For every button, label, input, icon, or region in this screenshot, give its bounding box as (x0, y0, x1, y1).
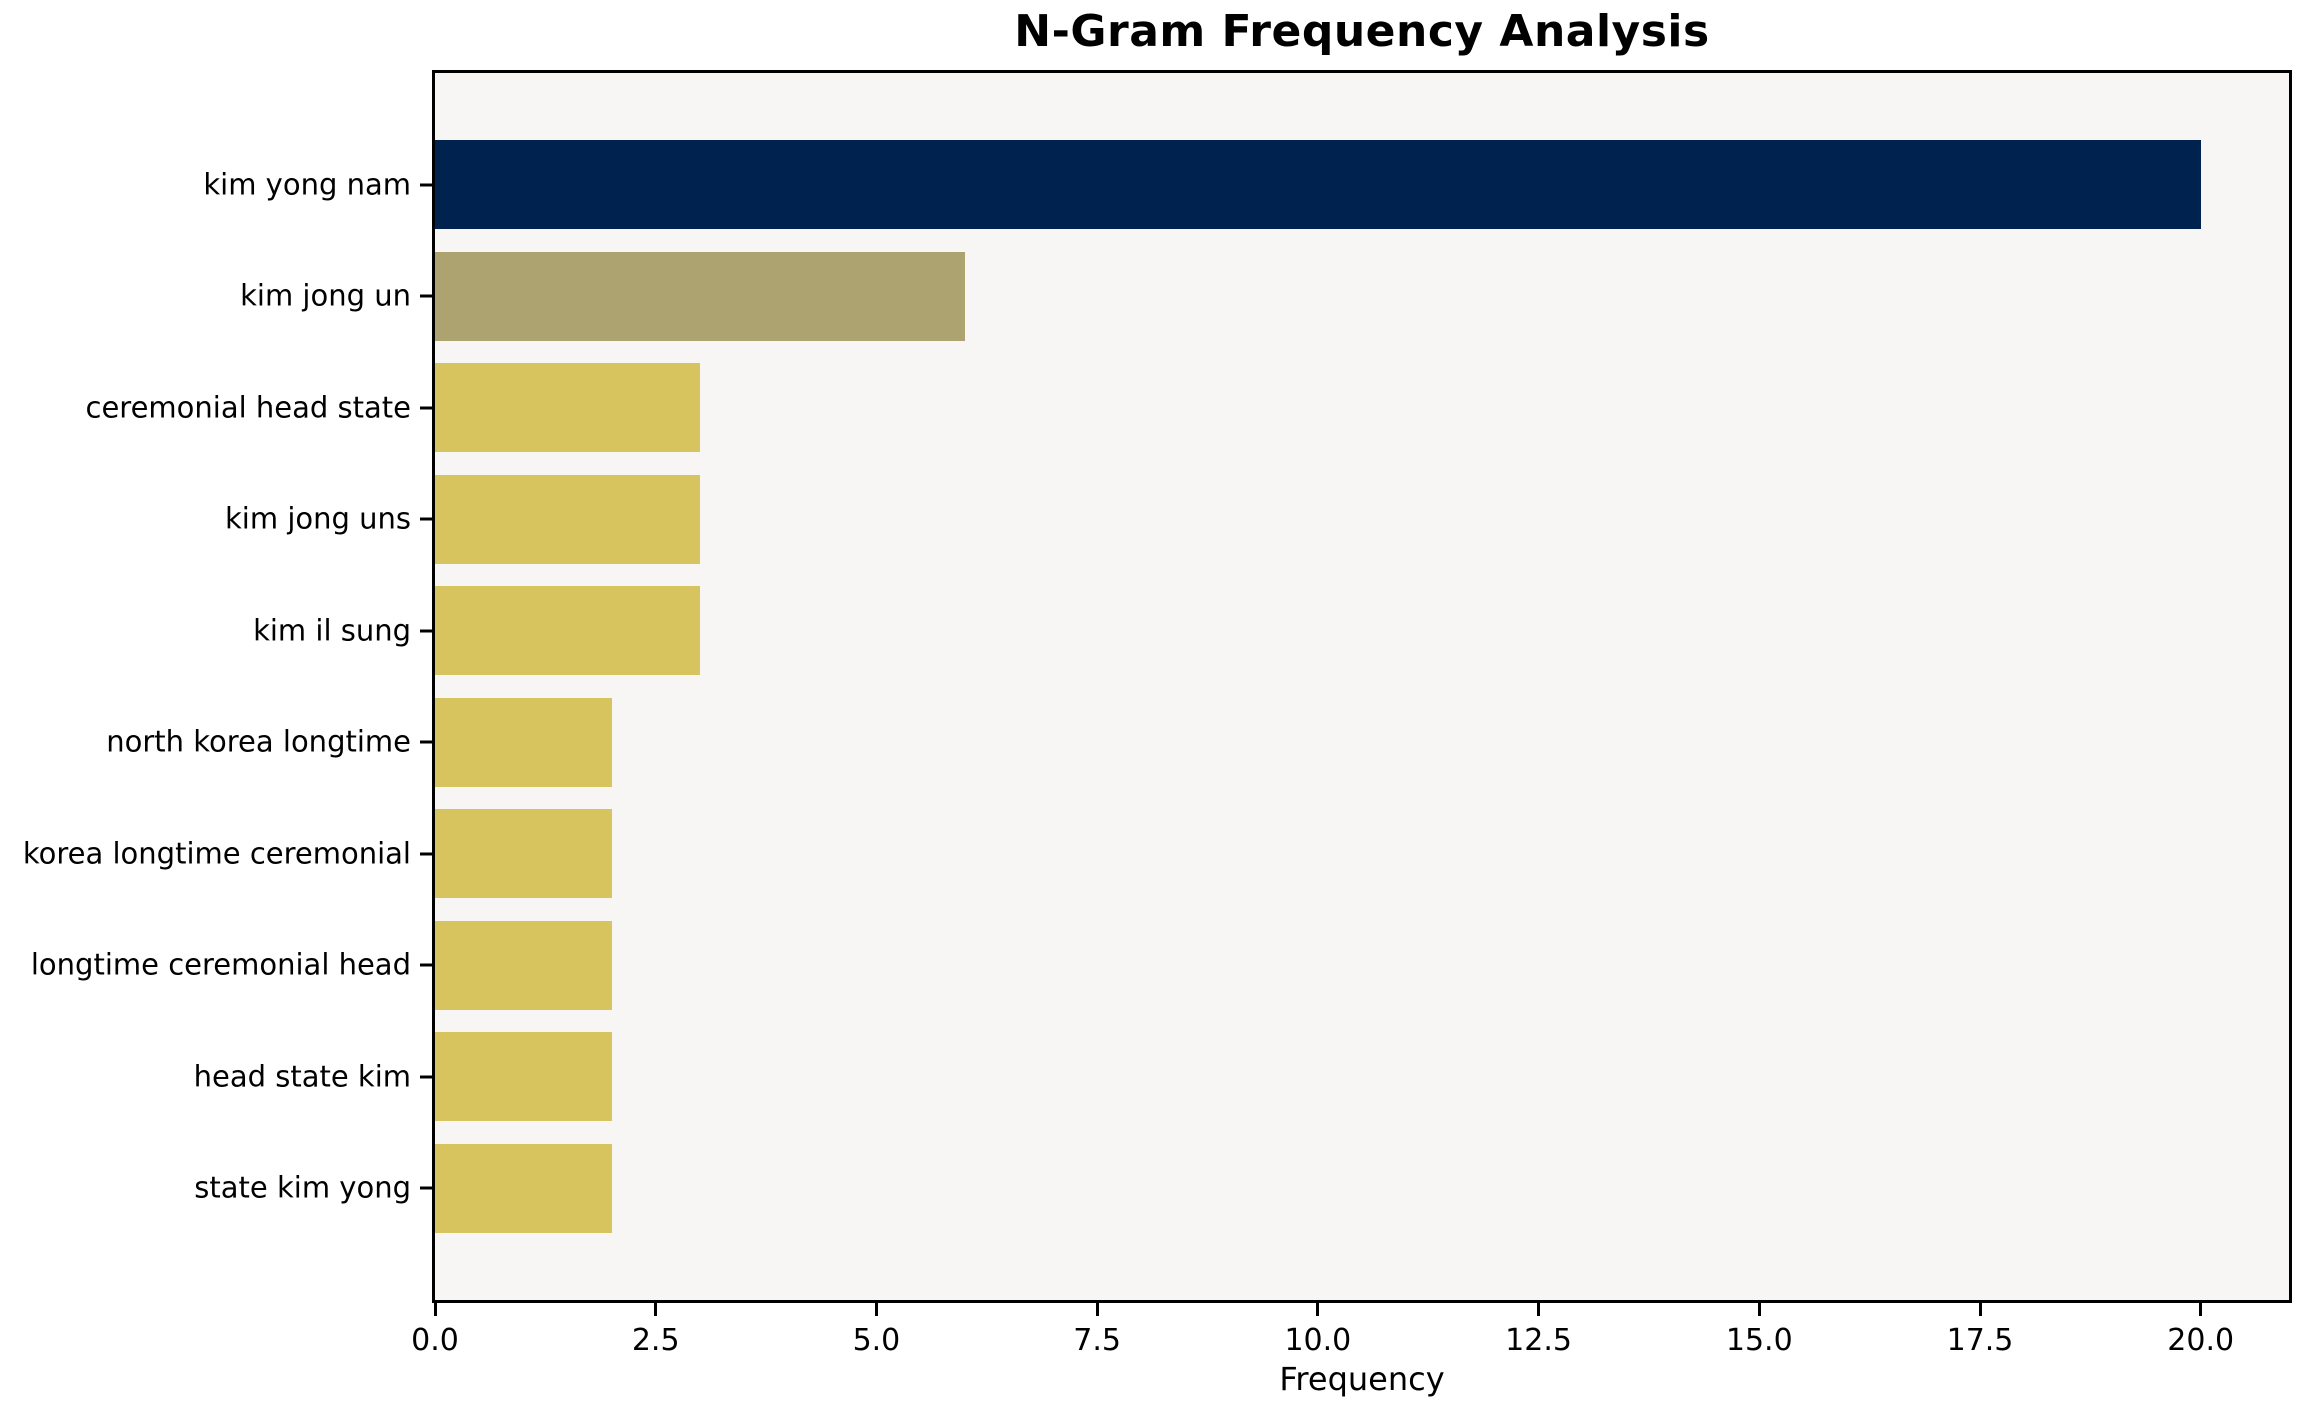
y-tick-mark (420, 183, 432, 187)
y-tick-mark (420, 740, 432, 744)
bar (435, 140, 2201, 230)
bar (435, 363, 700, 453)
bar (435, 586, 700, 676)
y-tick-label: state kim yong (194, 1170, 411, 1205)
y-tick-mark (420, 629, 432, 633)
bar (435, 251, 965, 341)
bar (435, 809, 612, 899)
bar (435, 474, 700, 564)
x-axis-ticks: 0.0 2.5 5.0 7.5 10.0 12.5 15.0 17.5 20.0 (411, 1303, 2289, 1383)
y-tick-label: head state kim (193, 1059, 411, 1094)
x-tick-mark (874, 1303, 878, 1316)
bar-row: head state kim (194, 1021, 2289, 1133)
bar (435, 1143, 612, 1233)
plot-area: kim yong nam kim jong un ceremonial head s… (23, 70, 2292, 1303)
chart-title: N-Gram Frequency Analysis (1014, 6, 1710, 57)
x-tick-label: 10.0 (1284, 1323, 1352, 1358)
y-tick-mark (420, 406, 432, 410)
x-tick-label: 20.0 (2167, 1323, 2235, 1358)
y-tick-label: kim il sung (253, 613, 411, 648)
y-tick-label: kim yong nam (203, 167, 411, 202)
x-tick-mark (1316, 1303, 1320, 1316)
y-tick-mark (420, 294, 432, 298)
x-tick-label: 2.5 (631, 1323, 680, 1358)
y-tick-label: ceremonial head state (85, 390, 411, 425)
x-tick-label: 5.0 (852, 1323, 901, 1358)
y-tick-mark (420, 963, 432, 967)
y-tick-mark (420, 852, 432, 856)
x-tick-label: 15.0 (1725, 1323, 1793, 1358)
bar (435, 697, 612, 787)
x-axis-title: Frequency (1279, 1360, 1445, 1398)
bar-row: north korea longtime (106, 687, 2289, 799)
x-tick-mark (1978, 1303, 1982, 1316)
y-tick-mark (420, 517, 432, 521)
bar-row: ceremonial head state (86, 352, 2289, 464)
x-tick-mark (654, 1303, 658, 1316)
x-tick-mark (1757, 1303, 1761, 1316)
bar (435, 1032, 612, 1122)
x-tick-label: 0.0 (411, 1323, 459, 1358)
bar-row: longtime ceremonial head (31, 910, 2289, 1022)
x-tick-mark (433, 1303, 437, 1316)
y-tick-label: kim jong un (240, 278, 411, 313)
bar (435, 920, 612, 1010)
y-tick-label: korea longtime ceremonial (22, 836, 411, 871)
x-tick-mark (1537, 1303, 1541, 1316)
y-tick-mark (420, 1186, 432, 1190)
plot-rows: kim yong nam kim jong un ceremonial head s… (23, 73, 2289, 1300)
bar-row: kim il sung (253, 575, 2289, 687)
x-tick-label: 17.5 (1946, 1323, 2014, 1358)
bar-row: kim jong uns (225, 464, 2289, 576)
bar-row: kim jong un (240, 241, 2289, 353)
y-tick-label: north korea longtime (106, 724, 411, 759)
bar-row: state kim yong (194, 1133, 2289, 1245)
x-tick-label: 7.5 (1073, 1323, 1121, 1358)
x-tick-mark (1095, 1303, 1099, 1316)
bar-row: kim yong nam (203, 129, 2289, 241)
y-tick-label: longtime ceremonial head (30, 947, 411, 982)
x-tick-mark (2199, 1303, 2203, 1316)
x-tick-label: 12.5 (1505, 1323, 1572, 1358)
bar-row: korea longtime ceremonial (23, 798, 2289, 910)
y-tick-label: kim jong uns (225, 501, 411, 536)
y-tick-mark (420, 1075, 432, 1079)
